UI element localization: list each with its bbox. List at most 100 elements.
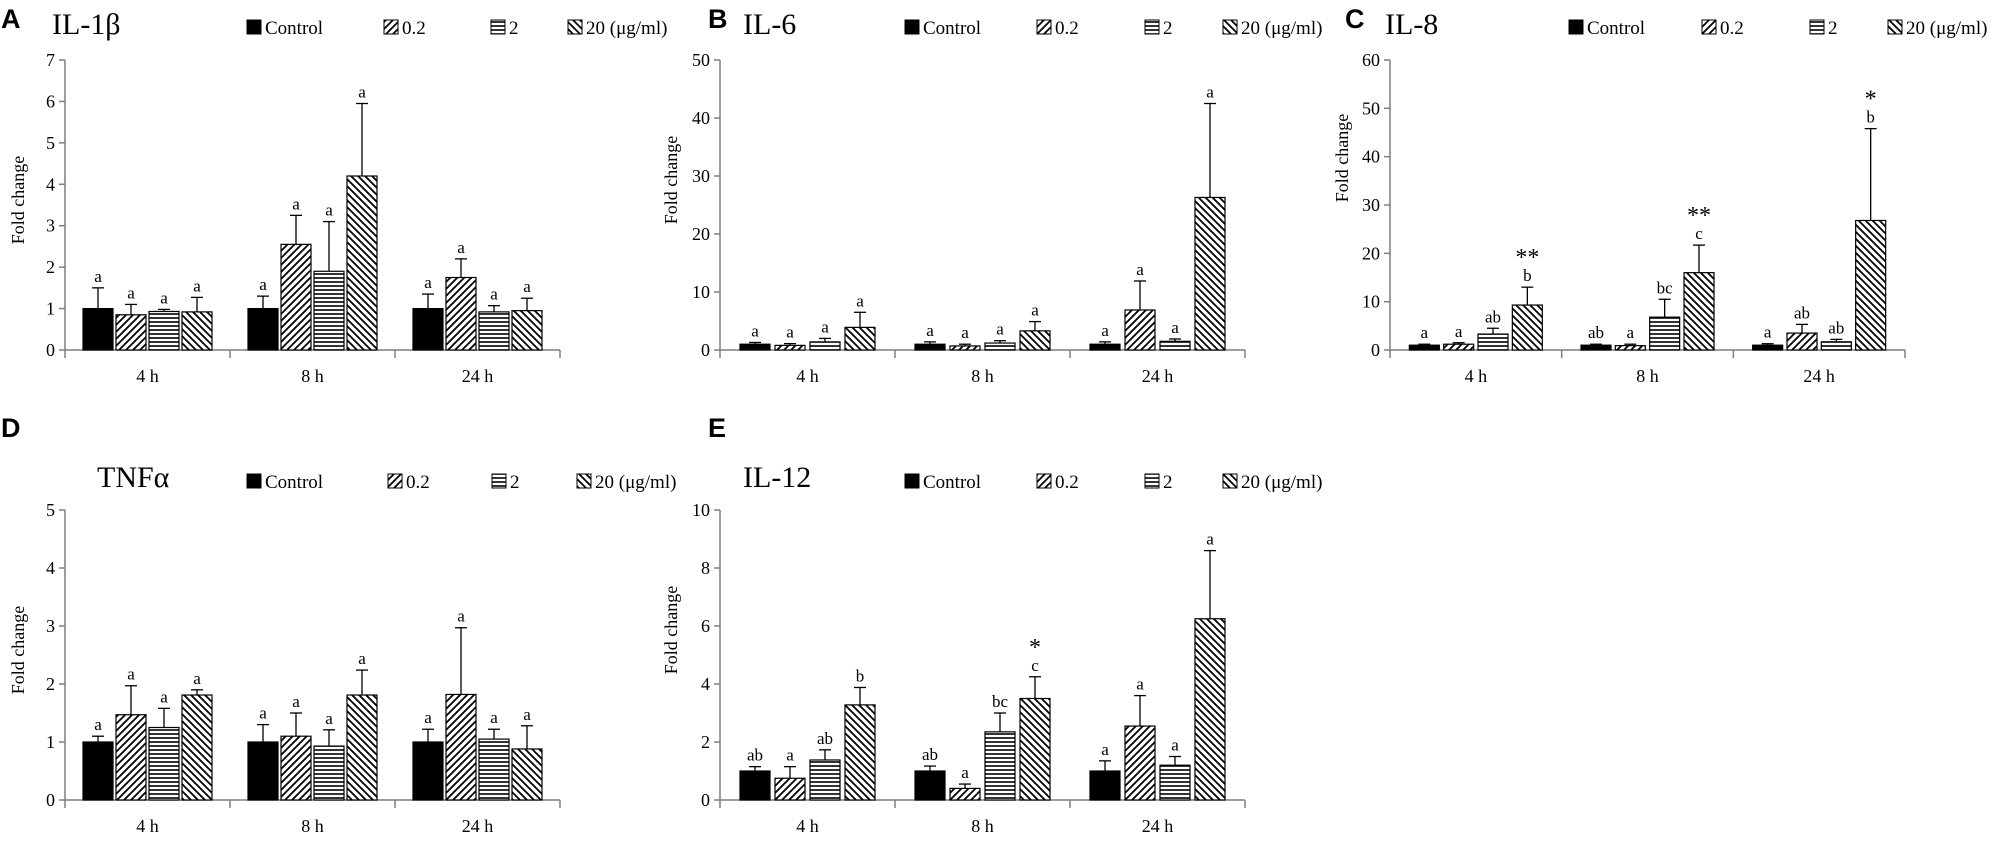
panel-d-ylabel: Fold change bbox=[8, 606, 28, 694]
y-tick-label: 4 bbox=[701, 674, 710, 694]
bar-24-h-0-2-sig-letter: a bbox=[457, 607, 465, 626]
y-tick-label: 3 bbox=[46, 616, 55, 636]
bar-4-h-20-g-ml-sig-letter: b bbox=[856, 666, 865, 685]
bar-8-h-2-sig-letter: bc bbox=[1657, 278, 1674, 297]
bar-8-h-2 bbox=[984, 731, 1016, 801]
bar-4-h-2-sig-letter: a bbox=[821, 317, 829, 336]
legend-label-control: Control bbox=[923, 472, 981, 493]
bar-24-h-2-sig-letter: a bbox=[1171, 736, 1179, 755]
bar-24-h-20-g-ml bbox=[1194, 196, 1226, 351]
bar-24-h-20-g-ml-sig-letter: a bbox=[523, 705, 531, 724]
y-tick-label: 0 bbox=[1371, 340, 1380, 360]
legend-swatch-2 bbox=[1144, 473, 1160, 489]
y-tick-label: 10 bbox=[692, 500, 710, 520]
y-tick-label: 10 bbox=[692, 282, 710, 302]
bar-8-h-2-sig-letter: a bbox=[325, 201, 333, 220]
legend-label-control: Control bbox=[1587, 18, 1645, 39]
category-label-4-h: 4 h bbox=[796, 816, 819, 836]
legend-swatch-2 bbox=[490, 19, 506, 35]
bar-4-h-0-2 bbox=[774, 777, 806, 801]
bar-24-h-0-2-sig-letter: a bbox=[457, 238, 465, 257]
bar-4-h-20-g-ml bbox=[1511, 304, 1543, 351]
y-tick-label: 0 bbox=[46, 790, 55, 810]
bar-4-h-20-g-ml-sig-letter: a bbox=[193, 669, 201, 688]
bar-24-h-0-2-sig-letter: ab bbox=[1794, 303, 1810, 322]
y-tick-label: 4 bbox=[46, 558, 55, 578]
bar-8-h-control-sig-letter: ab bbox=[922, 745, 938, 764]
bar-8-h-2 bbox=[1649, 316, 1681, 351]
bar-4-h-20-g-ml-sig-letter: a bbox=[856, 291, 864, 310]
legend-swatch-0-2 bbox=[387, 473, 403, 489]
y-tick-label: 20 bbox=[1362, 243, 1380, 263]
bar-8-h-0-2 bbox=[280, 243, 312, 351]
y-tick-label: 4 bbox=[46, 174, 55, 194]
bar-4-h-2 bbox=[809, 341, 841, 351]
bar-24-h-2 bbox=[1159, 340, 1191, 351]
bar-24-h-2 bbox=[1159, 764, 1191, 801]
bar-4-h-20-g-ml bbox=[181, 694, 213, 801]
bar-4-h-2-sig-letter: a bbox=[160, 687, 168, 706]
legend-label-0-2: 0.2 bbox=[1055, 472, 1079, 493]
panel-b-letter: B bbox=[708, 4, 728, 34]
panel-d: D TNFα Fold change Control 0.2 2 20 (μg/ml)… bbox=[1, 413, 676, 836]
bar-8-h-0-2 bbox=[949, 345, 981, 351]
legend-label-20-g-ml: 20 (μg/ml) bbox=[1906, 18, 1987, 39]
bar-24-h-20-g-ml-sig-letter: a bbox=[1206, 530, 1214, 549]
legend-label-control: Control bbox=[923, 18, 981, 39]
bar-8-h-control-sig-letter: ab bbox=[1588, 323, 1604, 342]
bar-8-h-0-2-sig-letter: a bbox=[961, 323, 969, 342]
bar-24-h-20-g-ml-sig-letter: a bbox=[1206, 83, 1214, 102]
category-label-24-h: 24 h bbox=[462, 816, 494, 836]
legend-swatch-0-2 bbox=[1036, 473, 1052, 489]
category-label-8-h: 8 h bbox=[1636, 366, 1659, 386]
legend-label-2: 2 bbox=[1828, 18, 1838, 39]
bar-24-h-control-sig-letter: a bbox=[424, 708, 432, 727]
bar-8-h-20-g-ml-sig-letter: c bbox=[1031, 656, 1039, 675]
bar-8-h-0-2 bbox=[1614, 345, 1646, 351]
bar-4-h-0-2 bbox=[115, 714, 147, 801]
y-tick-label: 3 bbox=[46, 216, 55, 236]
bar-8-h-2-sig-letter: a bbox=[996, 320, 1004, 339]
legend-swatch-0-2 bbox=[383, 19, 399, 35]
panel-b-ylabel: Fold change bbox=[661, 136, 681, 224]
bar-24-h-control-sig-letter: a bbox=[424, 273, 432, 292]
bar-8-h-control bbox=[247, 307, 279, 351]
bar-4-h-control-sig-letter: a bbox=[94, 715, 102, 734]
category-label-4-h: 4 h bbox=[796, 366, 819, 386]
bar-8-h-20-g-ml bbox=[1019, 330, 1051, 351]
bar-24-h-20-g-ml bbox=[511, 748, 543, 801]
bar-24-h-2-sig-letter: ab bbox=[1828, 318, 1844, 337]
y-tick-label: 6 bbox=[701, 616, 710, 636]
bar-8-h-2 bbox=[984, 342, 1016, 351]
legend-label-0-2: 0.2 bbox=[1720, 18, 1744, 39]
panel-b: B IL-6 Fold change Control 0.2 2 20 (μg/ml)… bbox=[661, 4, 1322, 386]
legend-label-2: 2 bbox=[1163, 18, 1173, 39]
bar-24-h-control-sig-letter: a bbox=[1101, 321, 1109, 340]
bar-4-h-0-2-sig-letter: a bbox=[1455, 322, 1463, 341]
y-tick-label: 30 bbox=[692, 166, 710, 186]
y-tick-label: 5 bbox=[46, 133, 55, 153]
bar-4-h-0-2-sig-letter: a bbox=[127, 283, 135, 302]
bar-4-h-control-sig-letter: a bbox=[94, 267, 102, 286]
bar-24-h-2 bbox=[478, 311, 510, 351]
panel-e-ylabel: Fold change bbox=[661, 586, 681, 674]
bar-8-h-control bbox=[914, 770, 946, 801]
bar-8-h-2 bbox=[313, 270, 345, 351]
legend-label-20-g-ml: 20 (μg/ml) bbox=[1241, 472, 1322, 493]
category-label-4-h: 4 h bbox=[1465, 366, 1488, 386]
panel-a-ylabel: Fold change bbox=[8, 156, 28, 244]
bar-8-h-20-g-ml-sig-letter: a bbox=[358, 83, 366, 102]
panel-c-legend: Control 0.2 2 20 (μg/ml) bbox=[1568, 18, 1987, 39]
y-tick-label: 5 bbox=[46, 500, 55, 520]
bar-24-h-control bbox=[1089, 770, 1121, 801]
bar-24-h-20-g-ml bbox=[511, 310, 543, 351]
bar-8-h-20-g-ml-sig-star: * bbox=[1029, 635, 1041, 661]
bar-24-h-0-2 bbox=[1124, 725, 1156, 801]
bar-24-h-0-2 bbox=[445, 276, 477, 351]
bar-8-h-20-g-ml-sig-letter: c bbox=[1695, 224, 1703, 243]
bar-4-h-control-sig-letter: ab bbox=[747, 746, 763, 765]
panel-e-title: IL-12 bbox=[743, 461, 811, 494]
y-tick-label: 0 bbox=[46, 340, 55, 360]
bar-8-h-0-2 bbox=[949, 787, 981, 801]
